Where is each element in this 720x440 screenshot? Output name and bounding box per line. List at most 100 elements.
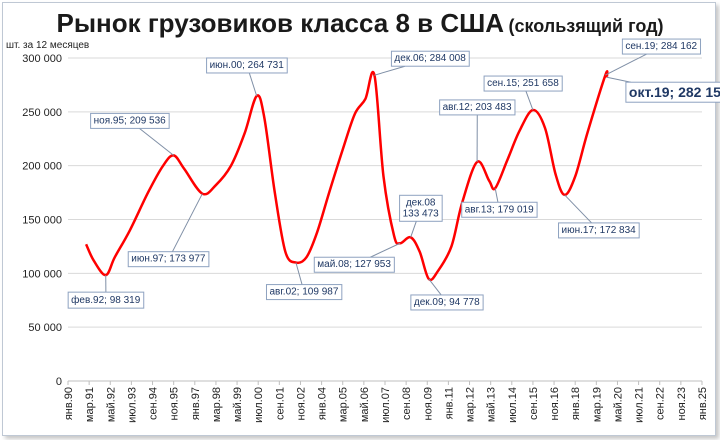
x-tick-labels: янв.90 мар.91 май.92 июл.93 сен.94 ноя.95 янв.… — [63, 387, 709, 423]
x-tick-label: сен.15 — [528, 387, 540, 420]
callout-box — [390, 50, 470, 67]
y-axis-unit-label: шт. за 12 месяцев — [6, 40, 90, 51]
x-tick-label: май.06 — [359, 387, 371, 422]
x-tick-label: янв.25 — [697, 387, 709, 420]
callout-leader — [494, 188, 499, 203]
callout-box — [67, 291, 145, 309]
x-tick-label: мар.05 — [338, 387, 350, 422]
x-tick-label: май.92 — [105, 387, 117, 422]
data-callout: ноя.95; 209 536 — [90, 112, 174, 156]
callout-box — [127, 251, 210, 268]
callout-box — [90, 112, 170, 129]
callout-label: май.08; 127 953 — [317, 259, 391, 270]
x-tick-label: сен.22 — [655, 387, 667, 420]
callout-leader — [139, 128, 174, 156]
x-tick-label: ноя.02 — [295, 387, 307, 420]
callout-label: июн.17; 172 834 — [562, 225, 637, 236]
callout-leader — [248, 72, 258, 97]
x-tick-label: июл.93 — [126, 387, 138, 423]
data-callout: фев.92; 98 319 — [67, 275, 145, 309]
x-tick-label: июл.21 — [634, 387, 646, 423]
callout-leader — [171, 193, 203, 252]
x-tick-label: янв.11 — [443, 387, 455, 419]
callout-label: июн.00; 264 731 — [210, 60, 285, 71]
data-callout: дек.09; 94 778 — [410, 278, 484, 311]
callout-box — [483, 75, 563, 92]
callout-label: окт.19; 282 156 — [629, 84, 720, 100]
x-tick-label: янв.97 — [190, 387, 202, 420]
data-callout: июн.97; 173 977 — [127, 193, 210, 268]
callout-leader — [374, 65, 406, 76]
callout-leader — [295, 262, 303, 285]
y-tick-label: 150 000 — [22, 215, 62, 227]
callout-leader — [605, 53, 647, 76]
data-callout: окт.19; 282 156 — [606, 76, 720, 103]
callout-label: авг.02; 109 987 — [269, 287, 338, 298]
x-tick-label: сен.08 — [401, 387, 413, 420]
data-callout: авг.13; 179 019 — [461, 188, 538, 218]
data-callout: дек.06; 284 008 — [374, 50, 470, 76]
callout-box — [461, 201, 538, 218]
callout-leader — [410, 221, 417, 238]
data-callout: сен.15; 251 658 — [483, 75, 563, 111]
x-tick-label: ноя.23 — [676, 387, 688, 420]
callout-leader — [370, 242, 401, 258]
callout-box — [410, 294, 484, 311]
callout-leader — [525, 90, 534, 111]
data-callout: июн.17; 172 834 — [558, 194, 640, 239]
x-tick-label: янв.18 — [570, 387, 582, 420]
y-tick-label: 200 000 — [22, 161, 62, 173]
x-tick-label: мар.98 — [211, 387, 223, 422]
callout-leader — [606, 76, 632, 83]
callout-box — [558, 222, 640, 239]
callout-box — [399, 194, 443, 222]
callout-label: дек.08 133 473 — [403, 197, 440, 219]
series-layer — [84, 70, 609, 282]
callout-box — [313, 256, 395, 273]
x-tick-label: янв.90 — [63, 387, 75, 420]
data-callout: авг.02; 109 987 — [265, 262, 343, 301]
chart-title-main: Рынок грузовиков класса 8 в США — [56, 8, 505, 38]
series-line — [84, 70, 609, 282]
callout-box — [625, 81, 720, 103]
callout-label: авг.13; 179 019 — [465, 204, 534, 215]
x-tick-label: май.99 — [232, 387, 244, 422]
data-callout: авг.12; 203 483 — [439, 99, 516, 162]
callout-box — [265, 284, 343, 301]
x-tick-label: май.13 — [486, 387, 498, 422]
y-tick-label: 100 000 — [22, 268, 62, 280]
callout-label: сен.19; 284 162 — [625, 41, 697, 52]
x-tick-label: мар.12 — [465, 387, 477, 422]
x-tick-label: сен.94 — [148, 387, 160, 420]
x-tick-label: май.20 — [612, 387, 624, 422]
annotations: фев.92; 98 319 ноя.95; 209 536 июн.97; 173… — [67, 38, 720, 311]
x-tick-label: июл.00 — [253, 387, 265, 423]
callout-label: дек.09; 94 778 — [414, 297, 480, 308]
callout-box — [206, 57, 288, 74]
callout-leader — [564, 194, 592, 224]
y-tick-label: 0 — [56, 376, 62, 388]
x-tick-label: июл.14 — [507, 387, 519, 423]
y-tick-label: 250 000 — [22, 107, 62, 119]
y-tick-label: 300 000 — [22, 53, 62, 65]
data-callout: дек.08 133 473 — [399, 194, 443, 238]
y-tick-labels: 0 50 000 100 000 150 000 200 000 250 000 300 0… — [22, 53, 62, 388]
y-tick-label: 50 000 — [28, 322, 62, 334]
callout-label: фев.92; 98 319 — [71, 294, 141, 306]
chart-title: Рынок грузовиков класса 8 в США (скользя… — [0, 8, 720, 39]
x-tick-label: ноя.95 — [169, 387, 181, 420]
callout-label: дек.06; 284 008 — [394, 53, 466, 64]
callout-leader — [428, 278, 442, 296]
callout-label: ноя.95; 209 536 — [94, 115, 167, 126]
axes — [67, 380, 703, 385]
x-tick-label: янв.04 — [317, 387, 329, 420]
data-callout: сен.19; 284 162 — [605, 38, 702, 76]
x-tick-label: ноя.16 — [549, 387, 561, 420]
x-tick-label: ноя.09 — [422, 387, 434, 420]
callout-label: июн.97; 173 977 — [131, 254, 206, 265]
x-tick-label: июл.07 — [380, 387, 392, 423]
x-tick-label: мар.91 — [84, 387, 96, 422]
callout-label: сен.15; 251 658 — [487, 78, 559, 89]
x-tick-label: сен.01 — [274, 387, 286, 420]
